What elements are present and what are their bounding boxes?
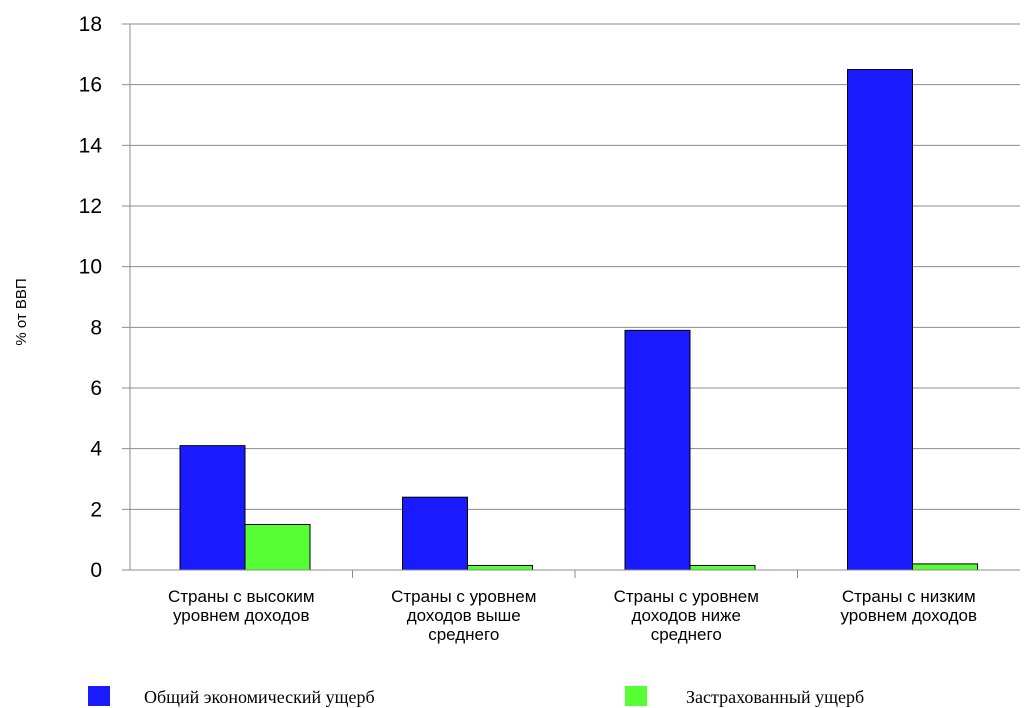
y-tick-label: 18	[79, 13, 102, 36]
bar-total-loss	[847, 69, 913, 571]
bar-total-loss	[624, 329, 691, 571]
y-tick-label: 16	[79, 74, 102, 97]
y-tick-label: 10	[79, 256, 102, 279]
gridlines	[130, 23, 1020, 510]
y-tick-label: 0	[90, 559, 102, 582]
bar-total-loss	[402, 496, 468, 571]
legend-swatch	[625, 686, 647, 706]
y-tick-label: 14	[79, 134, 103, 157]
bar-insured-loss	[912, 563, 978, 571]
bar-insured-loss	[467, 564, 533, 571]
y-tick-label: 2	[90, 498, 102, 521]
legend-label: Общий экономический ущерб	[144, 687, 375, 707]
axes	[122, 23, 1020, 578]
y-tick-label: 8	[90, 316, 102, 339]
legend-label: Застрахованный ущерб	[686, 687, 864, 707]
y-tick-label: 6	[90, 377, 102, 400]
y-tick-label: 12	[79, 195, 102, 218]
x-category-label: Страны с уровнем доходов ниже среднего	[614, 587, 759, 644]
y-tick-labels: 0 2 4 6 8 10 12 14 16 18	[79, 13, 103, 582]
x-category-label: Страны с уровнем доходов выше среднего	[391, 587, 536, 644]
y-tick-label: 4	[90, 438, 102, 461]
legend-swatch	[88, 686, 110, 706]
bars	[179, 69, 978, 571]
y-axis-label: % от ВВП	[13, 278, 30, 345]
bar-insured-loss	[244, 524, 311, 571]
x-category-labels: Страны с высоким уровнем доходов Страны с …	[168, 587, 977, 644]
x-category-label: Страны с низким уровнем доходов	[841, 587, 977, 625]
x-category-label: Страны с высоким уровнем доходов	[168, 587, 315, 625]
legend: Общий экономический ущерб Застрахованный …	[88, 686, 864, 707]
bar-insured-loss	[689, 564, 756, 571]
bar-total-loss	[179, 445, 246, 571]
